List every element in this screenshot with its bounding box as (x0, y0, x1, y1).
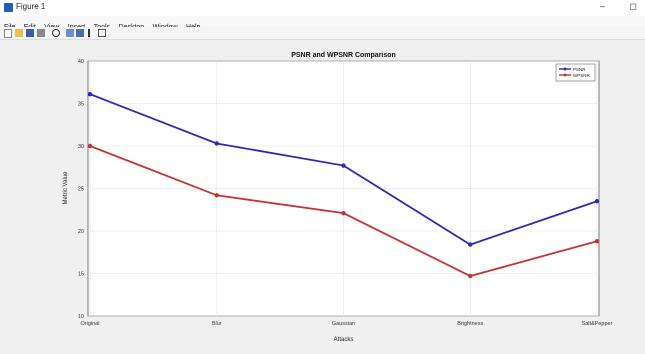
x-tick-label: Blur (212, 321, 222, 327)
y-tick-label: 35 (78, 102, 84, 108)
print-icon[interactable] (37, 29, 45, 37)
y-tick-label: 20 (78, 229, 84, 235)
menu-bar: File Edit View Insert Tools Desktop Wind… (0, 16, 645, 31)
chart-title: PSNR and WPSNR Comparison (291, 52, 396, 59)
x-tick-label: Salt&Pepper (582, 321, 613, 327)
new-figure-icon[interactable] (4, 29, 12, 38)
rotate-icon[interactable] (76, 29, 84, 37)
figure-toolbar (0, 27, 645, 40)
y-tick-label: 30 (78, 144, 84, 150)
figure-canvas: 10 15 20 25 30 35 40 Original Blur Gaussian Brigh… (0, 40, 645, 349)
x-tick-label: Original (81, 321, 100, 327)
pan-icon[interactable] (66, 29, 74, 37)
window-title: Figure 1 (16, 2, 46, 11)
save-icon[interactable] (26, 29, 34, 37)
data-point-psnr (87, 91, 93, 97)
data-point-wpsnr (87, 143, 93, 149)
window-titlebar: Figure 1 – ◻ (0, 0, 645, 16)
y-tick-label: 25 (78, 187, 84, 193)
y-tick-label: 10 (78, 314, 84, 320)
data-point-psnr (214, 141, 219, 146)
legend-label-psnr: PSNR (573, 67, 586, 72)
data-cursor-icon[interactable] (88, 29, 95, 37)
legend-marker-psnr (563, 67, 567, 71)
data-point-wpsnr (594, 239, 600, 244)
matlab-figure-icon (4, 3, 13, 12)
data-point-psnr (468, 242, 473, 247)
y-tick-label: 15 (78, 272, 84, 278)
y-tick-label: 40 (78, 59, 84, 65)
y-axis-label: Metric Value (63, 171, 69, 205)
x-tick-label: Brightness (457, 321, 483, 327)
zoom-icon[interactable] (52, 29, 60, 37)
x-tick-label: Gaussian (332, 321, 355, 327)
x-axis-label: Attacks (334, 337, 354, 343)
restore-button[interactable]: ◻ (629, 1, 637, 11)
open-icon[interactable] (15, 29, 23, 37)
legend-label-wpsnr: WPSNR (573, 73, 591, 78)
brush-icon[interactable] (98, 29, 106, 37)
legend-marker-wpsnr (563, 73, 567, 77)
data-point-wpsnr (341, 210, 346, 216)
line-chart: 10 15 20 25 30 35 40 Original Blur Gaussian Brigh… (63, 52, 613, 343)
data-point-psnr (594, 199, 600, 204)
minimize-button[interactable]: – (599, 1, 605, 11)
data-point-wpsnr (468, 273, 473, 279)
data-point-psnr (341, 163, 346, 168)
data-point-wpsnr (214, 193, 219, 198)
